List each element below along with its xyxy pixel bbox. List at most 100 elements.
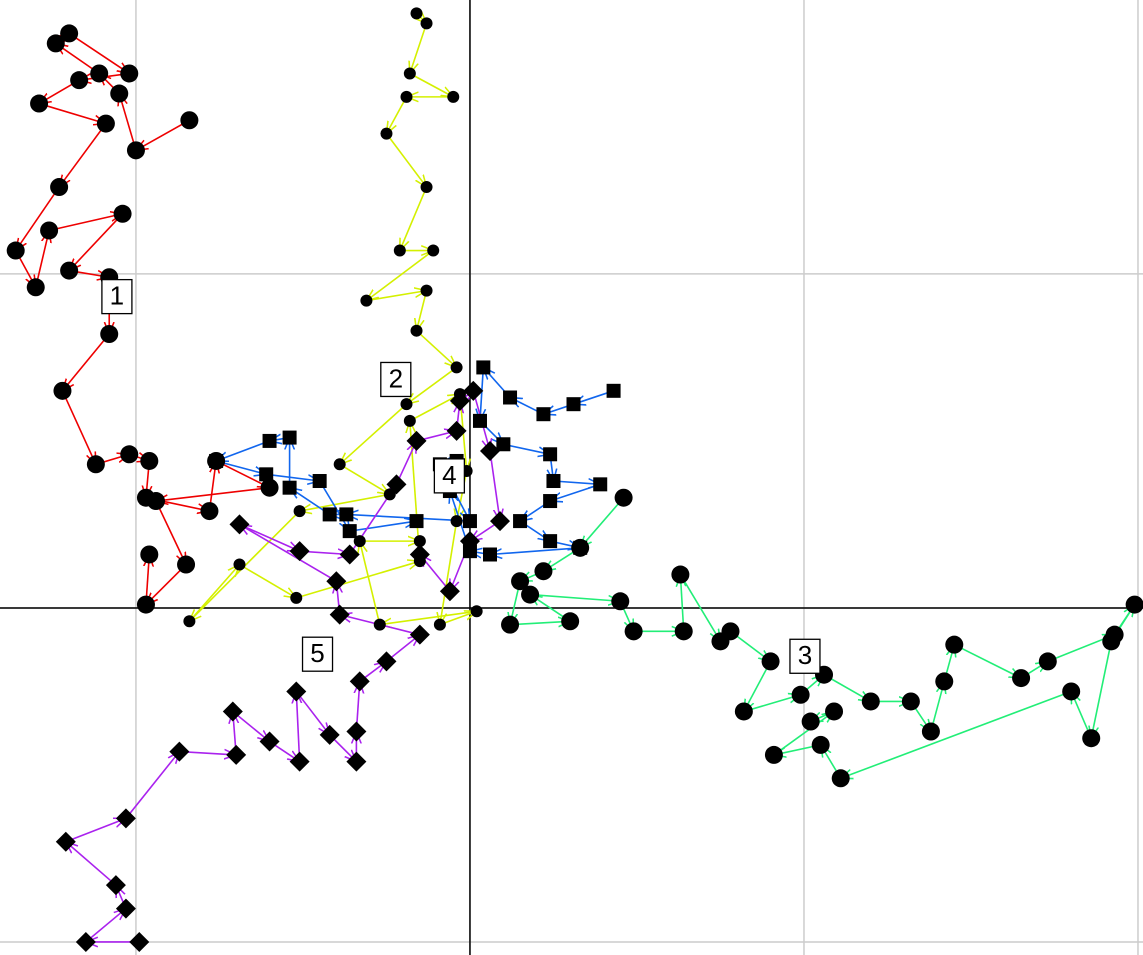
point [55,831,76,852]
trajectory-arrow [16,186,60,250]
trajectory-arrow [318,480,350,531]
point [831,769,850,788]
point [289,541,310,562]
trajectory-arrow [1091,641,1113,738]
point [801,712,820,731]
series-label-box [789,638,821,674]
point [53,381,72,400]
trajectory-arrow [232,710,270,741]
trajectory-arrow [417,290,428,331]
point [483,547,498,562]
point [126,141,145,160]
point [420,181,433,194]
point [406,430,427,451]
point [233,558,246,571]
series-labels: 1 2 3 4 5 [101,278,821,674]
trajectory-arrow [366,291,426,302]
point [260,478,279,497]
point [50,178,69,197]
point [403,67,416,80]
trajectory-arrow [119,94,137,151]
trajectory-arrow [62,333,110,391]
point [901,692,920,711]
trajectory-arrow [440,520,458,625]
points [6,7,1143,952]
trajectory-arrow [136,119,190,150]
point [86,455,105,474]
point [450,361,463,374]
point [30,94,49,113]
point [459,531,480,552]
point [282,480,297,495]
trajectory-arrow [266,473,319,481]
point [113,204,132,223]
point [349,671,370,692]
trajectory-arrow [65,818,126,843]
point [360,294,373,307]
trajectory-arrow [679,574,720,642]
point [811,735,830,754]
point [521,585,540,604]
point [614,488,633,507]
trajectory-arrow [580,497,625,548]
point [427,244,440,257]
trajectory-arrow [480,367,483,420]
point [490,511,511,532]
point [945,635,964,654]
trajectory-arrow [409,72,453,96]
point [326,571,347,592]
trajectory-arrow [295,690,329,734]
point [282,430,297,445]
point [413,535,426,548]
trajectory-arrow [156,486,270,501]
point [146,492,165,511]
trajectory-arrow [349,521,417,532]
trajectory-arrow [215,460,269,488]
trajectory-arrow [489,450,500,521]
point [380,127,393,140]
point [400,398,413,411]
point [60,24,79,43]
point [110,84,129,103]
point [536,407,551,422]
point [409,624,430,645]
point [40,221,59,240]
point [70,71,89,90]
point [403,414,416,427]
trajectory-arrow [296,561,420,599]
point [470,605,483,618]
point [861,692,880,711]
trajectory-arrow [385,635,419,663]
point [90,64,109,83]
point [6,241,25,260]
trajectory-arrow [553,481,600,484]
trajectory-arrow [125,752,179,819]
trajectory-arrow [61,390,95,464]
point [339,507,354,522]
point [513,514,528,529]
point [501,615,520,634]
point [209,453,224,468]
series-label: 2 [389,363,403,393]
point [400,90,413,103]
point [606,383,621,398]
trajectory-arrow [953,643,1021,678]
point [503,390,518,405]
series-label: 4 [442,460,456,490]
point [511,572,530,591]
point [120,64,139,83]
point [410,324,423,337]
point [1102,632,1121,651]
trajectory-arrow [509,621,570,624]
trajectory-arrow [59,123,107,187]
point [329,604,350,625]
point [386,474,407,495]
trajectory-arrow [410,23,428,73]
point [674,622,693,641]
point [1012,669,1031,688]
trajectory-arrow [743,695,801,713]
trajectory-arrow [339,463,390,494]
series-label-box [380,361,412,398]
point [534,562,553,581]
